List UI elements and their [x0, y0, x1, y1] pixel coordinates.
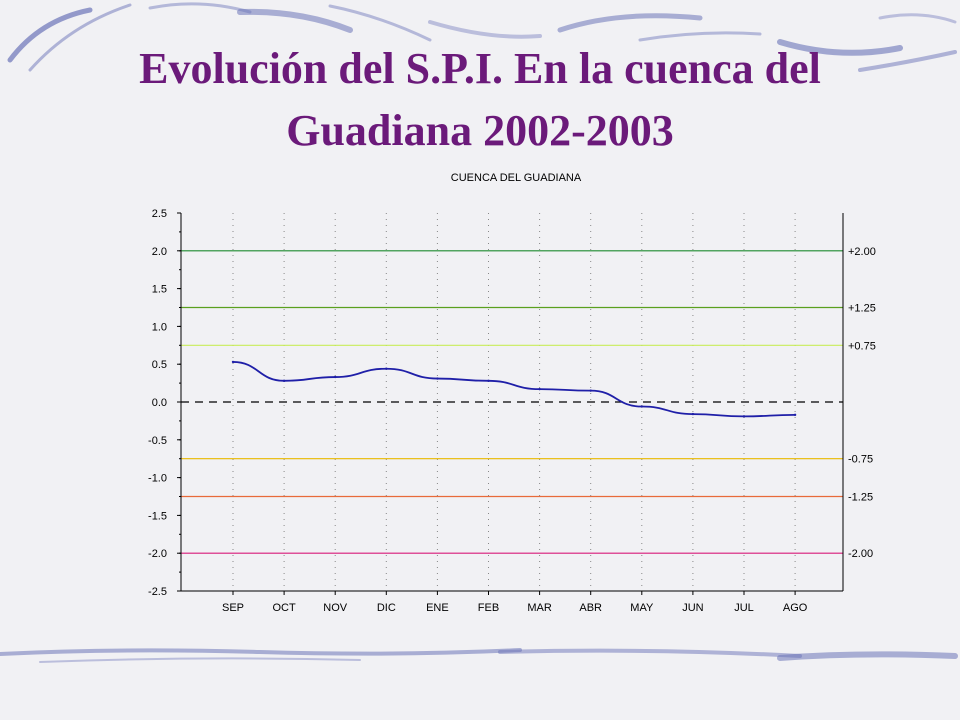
x-tick-label: OCT [272, 602, 296, 614]
reference-line-label: -2.00 [848, 548, 873, 560]
x-tick-label: JUN [682, 602, 703, 614]
reference-line-label: +1.25 [848, 303, 876, 315]
y-tick-label: -1.5 [148, 510, 167, 522]
y-tick-label: 0.5 [152, 359, 167, 371]
x-tick-label: ENE [426, 602, 449, 614]
slide-title-line2: Guadiana 2002-2003 [286, 106, 674, 155]
series-line [232, 361, 796, 418]
data-point [487, 379, 490, 383]
y-tick-label: 1.5 [152, 284, 167, 296]
x-tick-label: ABR [579, 602, 602, 614]
reference-line-label: -0.75 [848, 454, 873, 466]
x-tick-label: DIC [377, 602, 396, 614]
series-layer [231, 360, 797, 418]
y-tick-label: -2.0 [148, 548, 167, 560]
x-tick-label: MAY [630, 602, 654, 614]
x-tick-label: AGO [783, 602, 808, 614]
x-tick-label: NOV [323, 602, 348, 614]
data-point [231, 360, 235, 364]
slide-title-line1: Evolución del S.P.I. En la cuenca del [139, 44, 821, 93]
grid-layer [232, 213, 796, 591]
y-tick-label: 0.0 [152, 397, 167, 409]
data-point [793, 413, 797, 417]
chart-title: CUENCA DEL GUADIANA [451, 172, 582, 184]
slide-title: Evolución del S.P.I. En la cuenca del Gu… [60, 38, 900, 162]
data-point [282, 379, 286, 383]
x-tick-label: MAR [527, 602, 552, 614]
data-point [538, 387, 541, 391]
axes: 2.5 2.0 1.5 1.0 0.5 0.0 -0.5 -1.0 -1.5 -2.0 -2.5 SE… [148, 208, 844, 614]
reference-line-label: -1.25 [848, 492, 873, 504]
data-point [436, 377, 439, 380]
decorative-swooshes [0, 2, 958, 663]
reference-lines: +2.00 +1.25 +0.75 -0.75 -1.25 -2.00 [181, 246, 876, 560]
data-point [334, 375, 337, 379]
data-point [589, 389, 592, 392]
x-tick-label: FEB [478, 602, 499, 614]
y-tick-label: -0.5 [148, 435, 167, 447]
data-point [640, 405, 643, 408]
y-tick-label: 1.0 [152, 321, 167, 333]
data-point [691, 412, 695, 416]
y-tick-label: -2.5 [148, 586, 167, 598]
reference-line-label: +0.75 [848, 340, 876, 352]
y-tick-label: -1.0 [148, 473, 167, 485]
reference-line-label: +2.00 [848, 246, 876, 258]
y-tick-label: 2.5 [152, 208, 167, 220]
x-tick-label: JUL [734, 602, 754, 614]
y-tick-label: 2.0 [152, 246, 167, 258]
data-point [385, 367, 388, 370]
data-point [742, 415, 746, 418]
x-tick-label: SEP [222, 602, 244, 614]
